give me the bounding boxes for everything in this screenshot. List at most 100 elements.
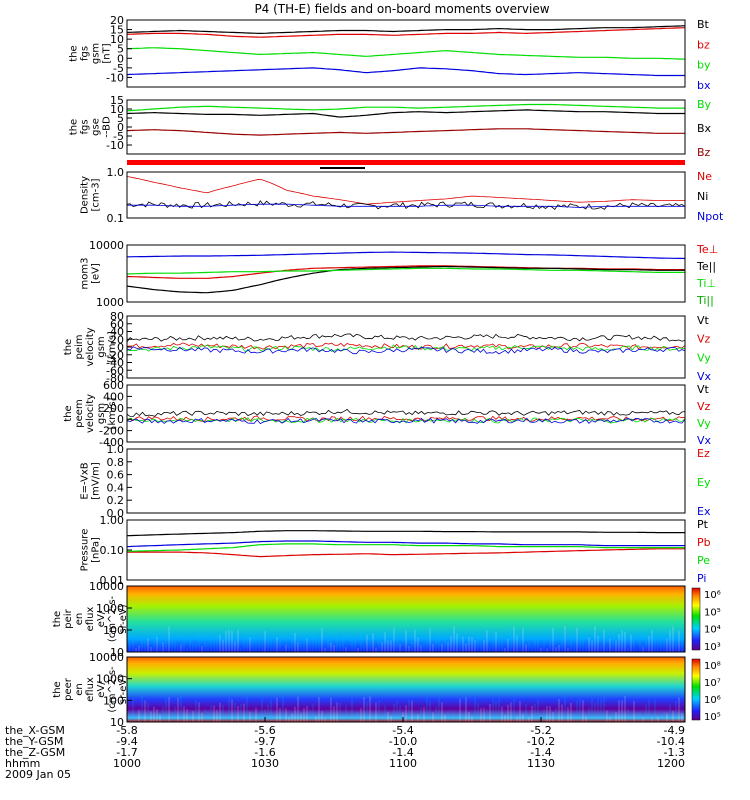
series-line-Pi — [126, 540, 685, 548]
series-line-Ti⊥ — [127, 251, 686, 260]
colorbar-tick-label: 10⁴ — [704, 625, 721, 636]
y-axis-label-line: gsm — [91, 43, 102, 64]
y-tick-label: 0.8 — [107, 456, 125, 469]
y-tick-label: -60 — [106, 364, 124, 377]
legend-Ni: Ni — [697, 190, 708, 203]
x-row-value: -9.4 — [116, 735, 137, 748]
y-tick-label: 10000 — [89, 239, 124, 252]
y-axis-label-line: en — [74, 613, 85, 626]
legend-Bt: Bt — [697, 18, 710, 31]
series-line-By — [126, 103, 685, 112]
y-axis-label-line: peer — [63, 677, 74, 701]
y-axis-label-line: (cm^2-s- — [107, 666, 118, 713]
y-tick-label: 1.0 — [107, 166, 125, 179]
y-tick-label: 0.2 — [107, 494, 125, 507]
colorbar-tick-label: 10⁷ — [704, 678, 721, 689]
x-row-label: the_Y-GSM — [5, 735, 63, 748]
x-row-value: -5.4 — [392, 724, 413, 737]
legend-Vz: Vz — [697, 333, 711, 346]
panel-frame — [126, 656, 686, 723]
y-axis-label-line: [nT] — [102, 43, 113, 63]
y-axis-label-line: (cm^2-s- — [107, 595, 118, 642]
y-axis-label-line: eflux — [85, 677, 96, 702]
y-tick-label: 0 — [117, 413, 124, 426]
y-tick-label: -5 — [113, 130, 124, 143]
y-axis-label-line: peir — [63, 608, 74, 628]
y-tick-label: -10 — [106, 139, 124, 152]
series-line-Bt — [126, 25, 686, 35]
y-axis-label-line: sr-eV) — [118, 604, 129, 633]
y-tick-label: -5 — [113, 62, 124, 75]
y-axis-label-line: eV/ — [96, 610, 107, 627]
x-row-value: -1.4 — [392, 746, 413, 759]
legend-Te||: Te|| — [696, 260, 716, 273]
series-line-bz — [126, 27, 686, 38]
y-tick-label: -10 — [106, 71, 124, 84]
y-tick-label: 0.6 — [107, 469, 125, 482]
colorbar-tick-label: 10⁵ — [704, 712, 721, 723]
series-line-Bx — [126, 109, 685, 118]
x-row-value: -5.8 — [116, 724, 137, 737]
y-tick-label: 10 — [110, 103, 124, 116]
y-axis-label-line: gse — [91, 118, 102, 136]
series-line-Bz — [126, 128, 685, 136]
y-axis-label: the peim velocity gsm [km/s] — [63, 327, 118, 366]
legend-bx: bx — [697, 79, 711, 92]
legend-Ti||: Ti|| — [696, 294, 714, 307]
panel-frame — [126, 315, 686, 379]
y-tick-label: -200 — [99, 425, 124, 438]
y-axis-label-line: [km/s] — [107, 331, 118, 363]
legend-Ti⊥: Ti⊥ — [696, 277, 716, 290]
legend-Vy: Vy — [697, 351, 711, 364]
y-tick-label: 0.4 — [107, 481, 125, 494]
x-row-value: -4.9 — [664, 724, 685, 737]
y-tick-label: 200 — [103, 402, 124, 415]
panel-8: 1.00 0.10 0.01 Pressure [nPa] Pt Pb Pe Pi — [80, 514, 711, 587]
legend-Pt: Pt — [697, 518, 709, 531]
chart-title: P4 (TH-E) fields and on-board moments ov… — [254, 2, 549, 16]
y-axis-label: Density [cm-3] — [80, 176, 102, 214]
legend-Vt: Vt — [697, 383, 710, 396]
x-row-value: 1100 — [389, 757, 417, 770]
y-axis-label-line: sr-eV) — [118, 675, 129, 704]
y-axis-label-line: [mV/m] — [91, 462, 102, 500]
panel-frame — [126, 19, 686, 88]
y-axis-label-line: mom3 — [80, 258, 91, 290]
y-tick-label: 1.0 — [107, 443, 125, 456]
y-axis-label: the peir en eflux eV/(cm^2-s-sr-eV) — [52, 595, 129, 642]
panel-10: 10⁸ 10⁷ 10⁶ 10⁵ 10000 1000 100 10 the peer en eflux… — [52, 651, 721, 729]
legend-bz: bz — [697, 38, 710, 51]
series-line-Vx — [126, 346, 686, 355]
series-line-Pe — [126, 543, 685, 552]
x-row-value: -1.7 — [116, 746, 137, 759]
y-axis-label-line: Density — [80, 176, 91, 214]
legend-Pi: Pi — [697, 572, 706, 585]
y-tick-label: 20 — [110, 333, 124, 346]
y-tick-label: 80 — [110, 310, 124, 323]
legend-by: by — [697, 59, 711, 72]
x-row-label: the_Z-GSM — [5, 746, 65, 759]
series-line-Pt — [126, 530, 685, 537]
x-row-value: -5.6 — [254, 724, 275, 737]
series-line-Ti|| — [126, 267, 685, 275]
panel-frame — [126, 384, 686, 443]
y-axis-label-line: [nPa] — [91, 537, 102, 563]
y-tick-label: 20 — [110, 14, 124, 27]
y-tick-label: 10000 — [89, 651, 124, 664]
y-axis-label: mom3 [eV] — [80, 258, 102, 290]
legend-Bz: Bz — [697, 146, 711, 159]
x-row-value: -1.4 — [530, 746, 551, 759]
y-axis-label: Pressure [nPa] — [80, 529, 102, 572]
series-line-bx — [126, 67, 685, 77]
y-tick-label: 1000 — [96, 296, 124, 309]
y-tick-label: 10 — [110, 716, 124, 729]
x-row-value: -10.4 — [657, 735, 685, 748]
y-axis-label-line: fgs — [80, 119, 91, 134]
y-tick-label: 0.1 — [107, 212, 125, 225]
y-axis-label: the peer en eflux eV/(cm^2-s-sr-eV) — [52, 666, 129, 713]
y-axis-label-line: the — [69, 45, 80, 61]
